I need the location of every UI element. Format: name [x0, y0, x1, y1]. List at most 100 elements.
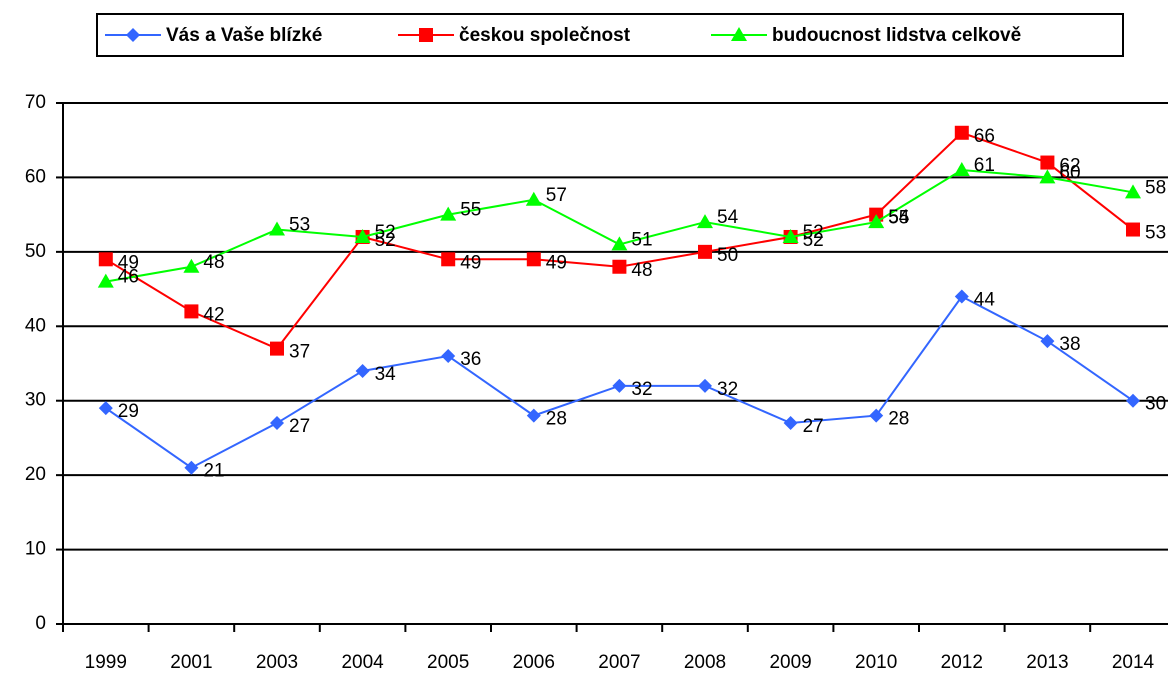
marker — [1126, 393, 1140, 408]
data-label: 48 — [203, 252, 224, 273]
y-tick-label: 30 — [25, 390, 46, 411]
data-label: 32 — [631, 379, 652, 400]
marker — [731, 27, 747, 41]
data-label: 53 — [1145, 223, 1166, 244]
x-tick-label: 2008 — [684, 652, 726, 673]
marker — [270, 341, 284, 356]
data-label: 28 — [546, 409, 567, 430]
data-label: 32 — [717, 379, 738, 400]
marker — [98, 401, 113, 416]
y-tick-label: 20 — [25, 464, 46, 485]
marker — [270, 416, 284, 431]
data-label: 51 — [631, 229, 652, 250]
x-tick-label: 2003 — [256, 652, 298, 673]
marker — [183, 258, 200, 273]
marker — [98, 252, 113, 267]
data-label: 50 — [717, 245, 738, 266]
marker — [526, 408, 541, 423]
data-label: 44 — [974, 290, 996, 311]
x-tick-label: 2013 — [1026, 652, 1068, 673]
data-label: 58 — [1145, 177, 1166, 198]
data-label: 27 — [289, 416, 310, 437]
legend-label: českou společnost — [459, 25, 631, 46]
marker — [869, 408, 884, 423]
data-label: 49 — [546, 252, 567, 273]
marker — [1039, 169, 1056, 184]
legend-box — [96, 13, 1124, 57]
marker — [612, 259, 627, 274]
data-label: 38 — [1059, 334, 1080, 355]
marker — [953, 161, 970, 176]
y-tick-label: 60 — [25, 166, 46, 187]
y-tick-label: 10 — [25, 539, 46, 560]
marker — [1126, 222, 1140, 237]
marker — [441, 252, 456, 267]
data-label: 52 — [375, 230, 396, 251]
marker — [126, 28, 140, 42]
data-label: 62 — [1059, 156, 1080, 177]
marker — [184, 460, 199, 475]
data-label: 49 — [460, 252, 481, 273]
marker — [1125, 184, 1141, 199]
marker — [612, 378, 627, 393]
x-tick-label: 2006 — [513, 652, 555, 673]
x-tick-label: 2004 — [341, 652, 384, 673]
data-label: 57 — [546, 185, 567, 206]
marker — [698, 244, 712, 259]
marker — [525, 191, 542, 206]
marker — [611, 236, 628, 251]
marker — [355, 363, 370, 378]
legend-label: budoucnost lidstva celkově — [772, 25, 1021, 46]
data-label: 21 — [203, 461, 224, 482]
marker — [526, 252, 541, 267]
x-tick-label: 2005 — [427, 652, 469, 673]
marker — [354, 228, 371, 243]
marker — [783, 416, 798, 431]
data-label: 37 — [289, 342, 310, 363]
x-tick-label: 2012 — [941, 652, 983, 673]
marker — [1040, 334, 1055, 349]
data-label: 30 — [1145, 394, 1166, 415]
data-label: 54 — [888, 207, 910, 228]
marker — [954, 289, 969, 304]
x-tick-label: 1999 — [85, 652, 127, 673]
marker — [868, 214, 885, 229]
marker — [440, 206, 457, 221]
marker — [441, 349, 456, 364]
data-label: 29 — [118, 401, 139, 422]
marker — [954, 125, 969, 140]
marker — [782, 228, 799, 243]
data-label: 54 — [717, 207, 739, 228]
data-label: 55 — [460, 200, 481, 221]
data-label: 55 — [888, 208, 909, 229]
data-label: 36 — [460, 349, 481, 370]
data-label: 66 — [974, 126, 995, 147]
marker — [184, 304, 199, 319]
data-label: 46 — [118, 267, 139, 288]
x-tick-label: 2010 — [855, 652, 897, 673]
data-label: 61 — [974, 155, 995, 176]
x-tick-label: 2007 — [598, 652, 640, 673]
y-tick-label: 50 — [25, 241, 46, 262]
data-label: 48 — [631, 260, 652, 281]
marker — [697, 214, 713, 229]
data-label: 28 — [888, 409, 909, 430]
data-label: 52 — [375, 222, 396, 243]
data-label: 53 — [289, 215, 310, 236]
marker — [1040, 155, 1055, 170]
data-label: 42 — [203, 304, 224, 325]
x-tick-label: 2001 — [170, 652, 212, 673]
data-label: 52 — [803, 222, 824, 243]
data-label: 52 — [803, 230, 824, 251]
legend-label: Vás a Vaše blízké — [166, 25, 322, 46]
marker — [269, 221, 285, 236]
y-tick-label: 40 — [25, 315, 46, 336]
marker — [698, 378, 712, 393]
marker — [97, 273, 114, 288]
x-tick-label: 2014 — [1112, 652, 1155, 673]
y-tick-label: 0 — [35, 613, 46, 634]
x-tick-label: 2009 — [769, 652, 811, 673]
marker — [419, 28, 433, 42]
data-label: 34 — [375, 364, 397, 385]
